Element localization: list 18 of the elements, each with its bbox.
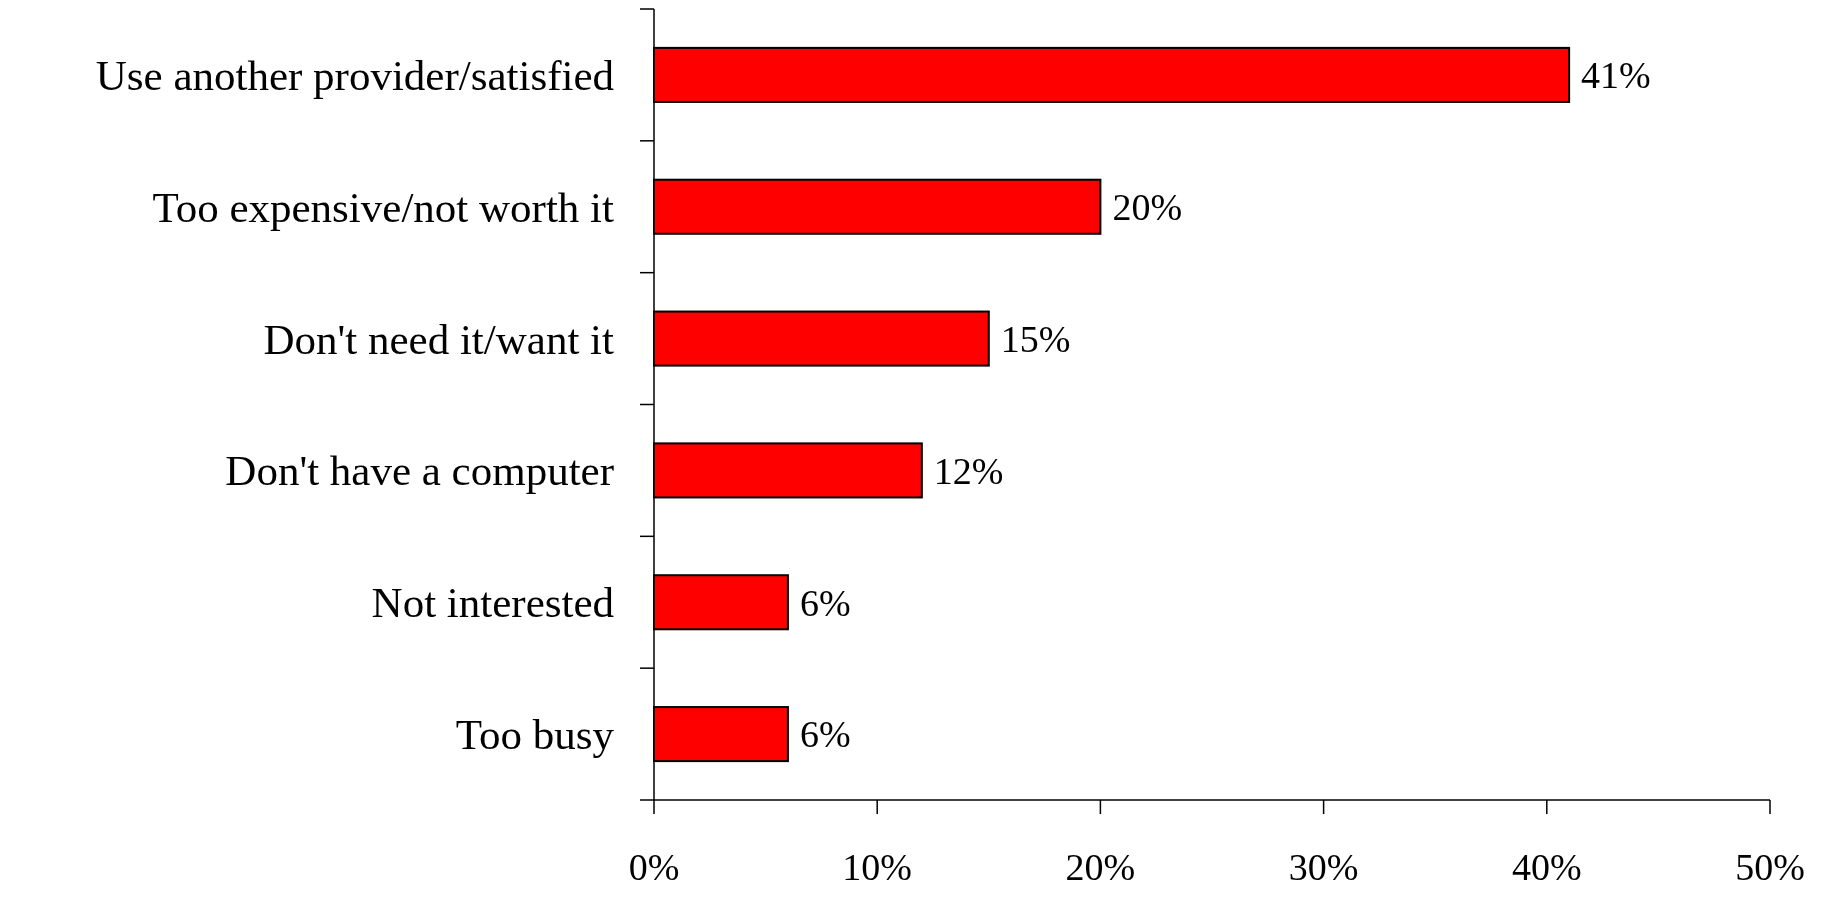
x-tick-label: 20%: [1065, 846, 1136, 888]
x-tick-label: 40%: [1511, 846, 1582, 888]
x-tick-label: 30%: [1288, 846, 1359, 888]
y-tick-label: Use another provider/satisfied: [95, 51, 614, 99]
y-tick-label: Too busy: [455, 711, 615, 759]
y-tick-label: Don't need it/want it: [263, 315, 615, 363]
x-tick-label: 10%: [842, 846, 913, 888]
data-label: 20%: [1112, 186, 1183, 229]
data-label: 6%: [799, 581, 851, 624]
y-tick-label: Not interested: [371, 579, 614, 627]
y-tick-label: Too expensive/not worth it: [152, 183, 615, 231]
data-label: 15%: [1000, 317, 1071, 360]
x-tick-label: 0%: [628, 846, 680, 888]
data-label: 6%: [799, 713, 851, 756]
y-tick-label: Don't have a computer: [225, 447, 614, 495]
data-label: 41%: [1581, 54, 1651, 97]
data-label: 12%: [933, 449, 1004, 492]
x-tick-label: 50%: [1735, 846, 1805, 888]
